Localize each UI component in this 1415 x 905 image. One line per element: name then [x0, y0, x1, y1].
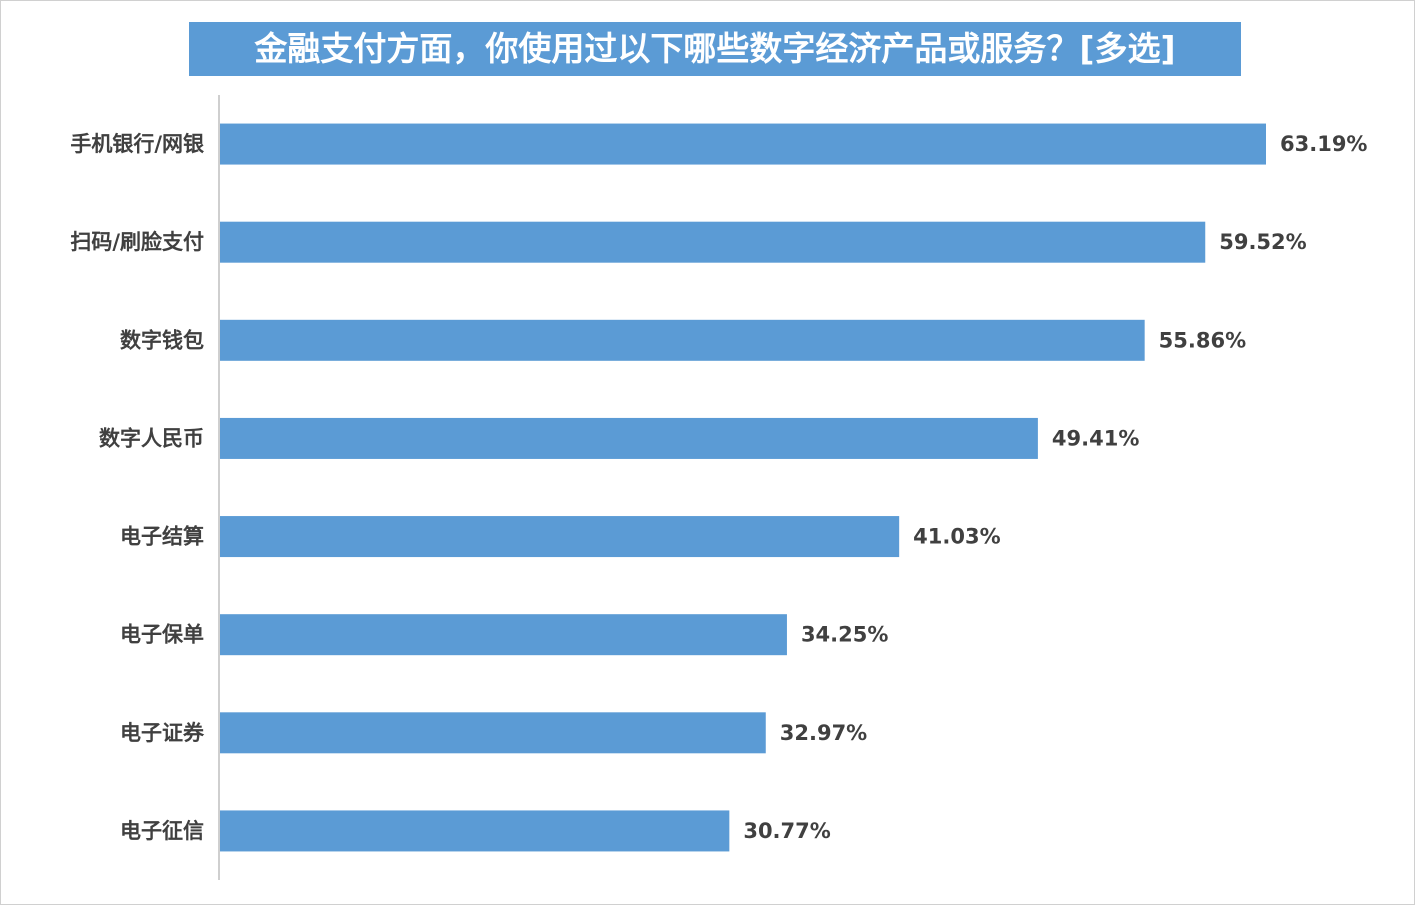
bar-5 [220, 614, 787, 656]
category-label-4: 电子结算 [120, 525, 204, 549]
category-label-3: 数字人民币 [99, 426, 204, 450]
bar-6 [220, 712, 766, 754]
value-label-3: 49.41% [1052, 426, 1139, 450]
bars-layer [220, 123, 1266, 852]
value-label-6: 32.97% [780, 721, 867, 745]
value-label-2: 55.86% [1159, 328, 1246, 352]
bar-2 [220, 319, 1145, 361]
bar-7 [220, 810, 730, 852]
category-label-5: 电子保单 [120, 623, 204, 647]
bar-0 [220, 123, 1266, 165]
bar-3 [220, 417, 1038, 459]
value-label-5: 34.25% [801, 623, 888, 647]
category-label-7: 电子征信 [120, 819, 204, 843]
chart-title: 金融支付方面，你使用过以下哪些数字经济产品或服务？[多选] [189, 22, 1241, 76]
bar-1 [220, 221, 1206, 263]
labels-layer: 手机银行/网银 63.19% 扫码/刷脸支付 59.52% 数字钱包 55.86% 数字人民… [70, 132, 1367, 843]
value-label-1: 59.52% [1219, 230, 1306, 254]
value-label-0: 63.19% [1280, 132, 1367, 156]
category-label-6: 电子证券 [120, 721, 205, 745]
category-label-2: 数字钱包 [120, 328, 204, 352]
category-label-1: 扫码/刷脸支付 [70, 230, 204, 254]
category-label-0: 手机银行/网银 [70, 132, 205, 156]
bar-4 [220, 516, 900, 558]
value-label-4: 41.03% [913, 525, 1000, 549]
value-label-7: 30.77% [743, 819, 830, 843]
